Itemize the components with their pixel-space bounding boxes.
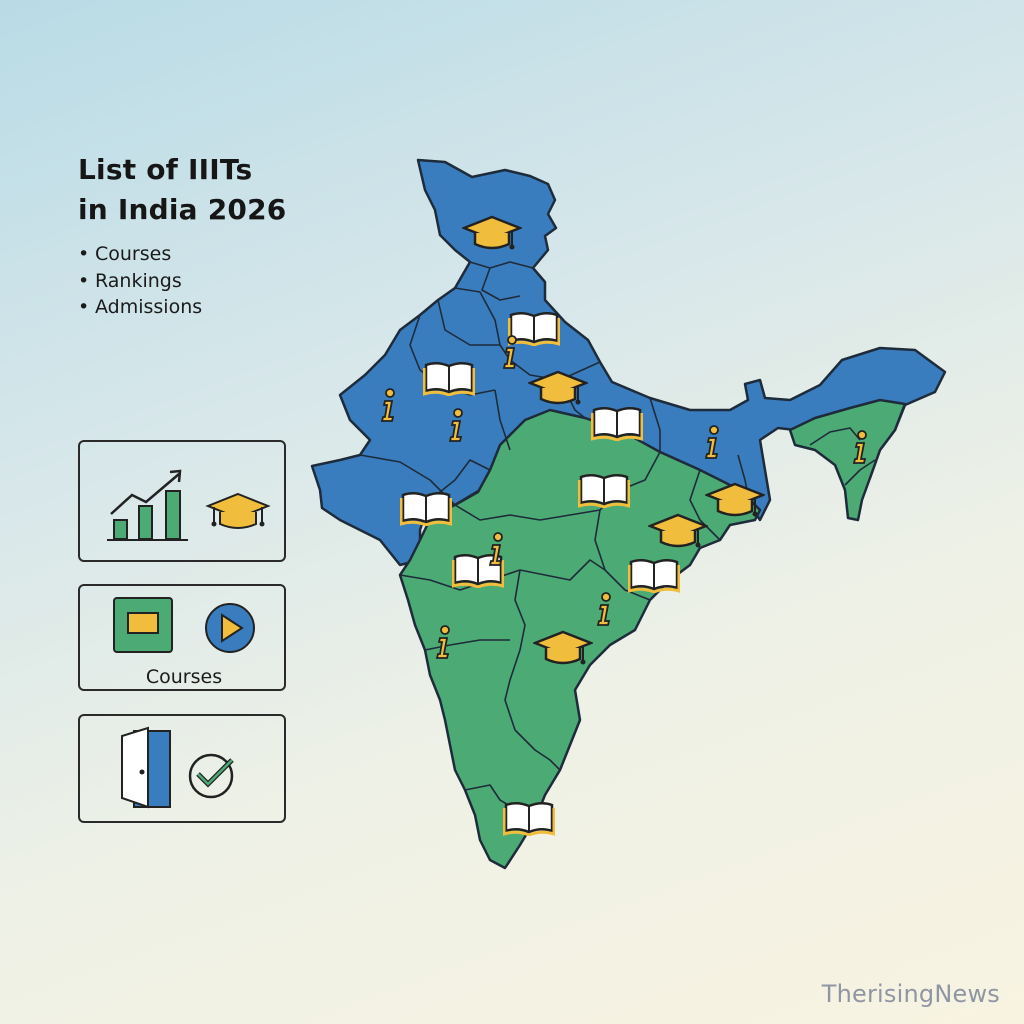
graduation-cap-icon: [205, 492, 271, 529]
book-icon: [423, 361, 475, 396]
play-button-icon: [205, 603, 255, 653]
open-door-icon: [121, 726, 171, 809]
title-line-1: List of IIITs: [78, 153, 253, 186]
book-icon: [578, 473, 630, 508]
book-icon: [628, 558, 680, 593]
title-line-2: in India 2026: [78, 193, 287, 226]
india-map: [310, 158, 947, 870]
topic-item-courses: Courses: [78, 241, 202, 268]
page-title: List of IIITs in India 2026: [78, 150, 286, 230]
book-icon: [591, 406, 643, 441]
watermark: TherisingNews: [821, 980, 1000, 1008]
topic-item-admissions: Admissions: [78, 294, 202, 321]
bar-chart-icon: [107, 469, 188, 541]
courses-card: Courses: [78, 584, 286, 691]
topic-item-rankings: Rankings: [78, 268, 202, 295]
book-icon: [400, 491, 452, 526]
rankings-card: [78, 440, 286, 562]
admissions-card: [78, 714, 286, 823]
topic-list: Courses Rankings Admissions: [78, 241, 202, 321]
checkmark-icon: [188, 753, 234, 799]
book-icon: [503, 801, 555, 836]
course-material-icon: [113, 597, 173, 653]
courses-card-label: Courses: [145, 666, 223, 688]
